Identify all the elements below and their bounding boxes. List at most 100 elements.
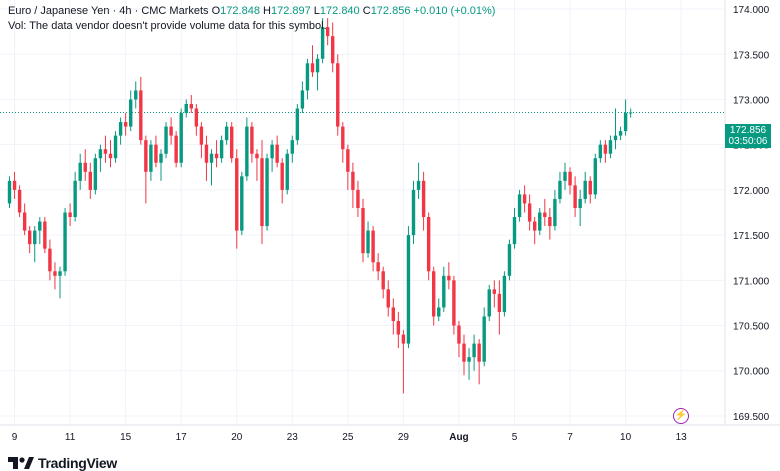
candle: [406, 226, 411, 349]
candle: [28, 226, 32, 254]
candle-body: [447, 275, 451, 281]
candle-body: [593, 158, 597, 195]
candle-body: [214, 153, 219, 159]
price-tick-label: 170.000: [733, 367, 770, 378]
lightning-icon[interactable]: ⚡: [673, 408, 689, 424]
candle: [290, 135, 294, 163]
candle: [260, 140, 264, 245]
candle-body: [230, 126, 234, 159]
candle-body: [280, 162, 284, 190]
candle: [512, 207, 517, 249]
candle: [98, 144, 103, 172]
candle-body: [164, 126, 168, 154]
price-axis: 169.500 170.000 170.500 171.000 171.500 172.0…: [733, 5, 770, 423]
candle: [43, 217, 47, 254]
candle-body: [533, 221, 537, 231]
candle-body: [548, 217, 552, 227]
price-tick-label: 169.500: [733, 412, 770, 423]
candle-body: [235, 158, 239, 231]
candle: [558, 171, 562, 204]
candle-body: [381, 271, 385, 290]
candle: [204, 135, 209, 181]
candle: [53, 262, 57, 290]
candle-body: [144, 140, 148, 172]
candle: [295, 103, 300, 145]
candle-body: [502, 275, 507, 312]
candle: [563, 162, 567, 190]
candle: [174, 131, 178, 168]
candles-layer: [7, 18, 633, 394]
time-tick-label: 9: [12, 432, 18, 443]
candle-body: [48, 248, 52, 272]
time-tick-label: 13: [676, 432, 688, 443]
candle-body: [336, 63, 340, 127]
candle-body: [598, 144, 603, 159]
candle-body: [462, 343, 466, 362]
tradingview-logo[interactable]: TradingView: [8, 455, 117, 471]
candle: [17, 185, 22, 218]
candle: [149, 140, 153, 181]
candle: [482, 307, 486, 367]
candle-body: [376, 262, 380, 272]
candle: [477, 339, 481, 385]
time-tick-label: 11: [65, 432, 76, 443]
candle-body: [512, 217, 517, 245]
candle: [214, 140, 219, 168]
candle: [543, 198, 547, 227]
candle-body: [371, 230, 375, 263]
candle: [623, 99, 628, 136]
open-value: 172.848: [220, 5, 260, 17]
candle-body: [139, 90, 143, 141]
candle-body: [588, 180, 592, 195]
candle: [391, 298, 395, 335]
candle-body: [477, 343, 481, 362]
candle: [7, 176, 12, 208]
candle: [346, 144, 350, 190]
candle-body: [457, 325, 461, 344]
candle-body: [22, 212, 27, 231]
candle-body: [98, 149, 103, 159]
candle: [366, 221, 370, 258]
candle: [224, 122, 229, 145]
time-tick-label: 23: [287, 432, 299, 443]
candle-body: [154, 144, 158, 163]
candle-body: [300, 90, 305, 109]
candle: [593, 153, 597, 199]
candle-body: [568, 171, 572, 186]
candle-body: [224, 126, 229, 141]
candle-body: [78, 162, 82, 181]
candle-body: [452, 280, 456, 326]
price-tick-label: 173.500: [733, 50, 770, 61]
candle-body: [315, 58, 320, 73]
candle-body: [123, 122, 128, 127]
last-price-value: 172.856: [729, 125, 767, 136]
candle: [250, 122, 254, 163]
chart-legend: Euro / Japanese Yen · 4h · CMC Markets O…: [8, 5, 495, 17]
candle-body: [361, 207, 365, 254]
candle: [103, 135, 108, 163]
candle: [270, 140, 274, 172]
candle: [416, 162, 421, 199]
candle: [487, 284, 491, 322]
candle: [240, 171, 244, 236]
candle: [573, 176, 577, 218]
candle-body: [472, 343, 476, 358]
candle-body: [618, 131, 623, 136]
candle-body: [285, 153, 289, 190]
candle: [78, 153, 82, 190]
candle-body: [543, 212, 547, 218]
candle-body: [179, 113, 183, 163]
candle: [472, 334, 476, 371]
symbol-title[interactable]: Euro / Japanese Yen · 4h · CMC Markets: [8, 5, 209, 17]
candle: [305, 58, 310, 100]
candle: [628, 108, 633, 118]
candle-body: [149, 144, 153, 172]
candle: [548, 207, 552, 240]
time-tick-label: 5: [512, 432, 518, 443]
last-price-badge: 172.856 03:50:06: [725, 124, 771, 148]
candle: [578, 189, 582, 227]
candle: [608, 135, 613, 159]
candle-body: [219, 140, 224, 159]
candle-body: [174, 135, 178, 163]
